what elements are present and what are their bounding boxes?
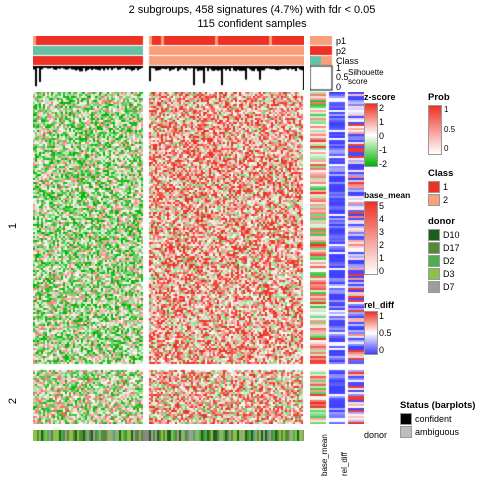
reldiff-side-title: rel_diff [364, 300, 394, 310]
p1-label: p1 [336, 36, 346, 46]
title-line1: 2 subgroups, 458 signatures (4.7%) with … [0, 4, 504, 16]
class-legend: Class 1 2 [428, 168, 453, 207]
side-annotation-canvas [310, 92, 364, 424]
row-group-1-label: 1 [7, 223, 19, 229]
p2-label: p2 [336, 46, 346, 56]
prob-legend: Prob 1 0.5 0 [428, 92, 455, 155]
basemean-side-title: base_mean [364, 190, 410, 200]
status-legend: Status (barplots) confident ambiguous [400, 400, 475, 439]
top-annotation-canvas [33, 36, 304, 90]
silhouette-label: Silhouette score [348, 68, 384, 86]
sil-tick-05: 0.5 [336, 72, 349, 82]
sil-tick-0: 0 [336, 82, 341, 92]
reldiff-gradient [364, 311, 378, 355]
basemean-col-label: base_mean [320, 434, 329, 476]
reldiff-col-label: rel_diff [340, 452, 349, 476]
basemean-gradient [364, 201, 378, 275]
row-group-2-label: 2 [7, 398, 19, 404]
donor-annotation-canvas [33, 430, 304, 441]
zscore-side-title: z-score [364, 92, 396, 102]
title-line2: 115 confident samples [0, 18, 504, 30]
donor-ann-label: donor [364, 430, 387, 440]
donor-legend: donor D10 D17 D2 D3 D7 [428, 216, 460, 294]
zscore-gradient [364, 103, 378, 167]
heatmap-canvas [33, 92, 304, 424]
